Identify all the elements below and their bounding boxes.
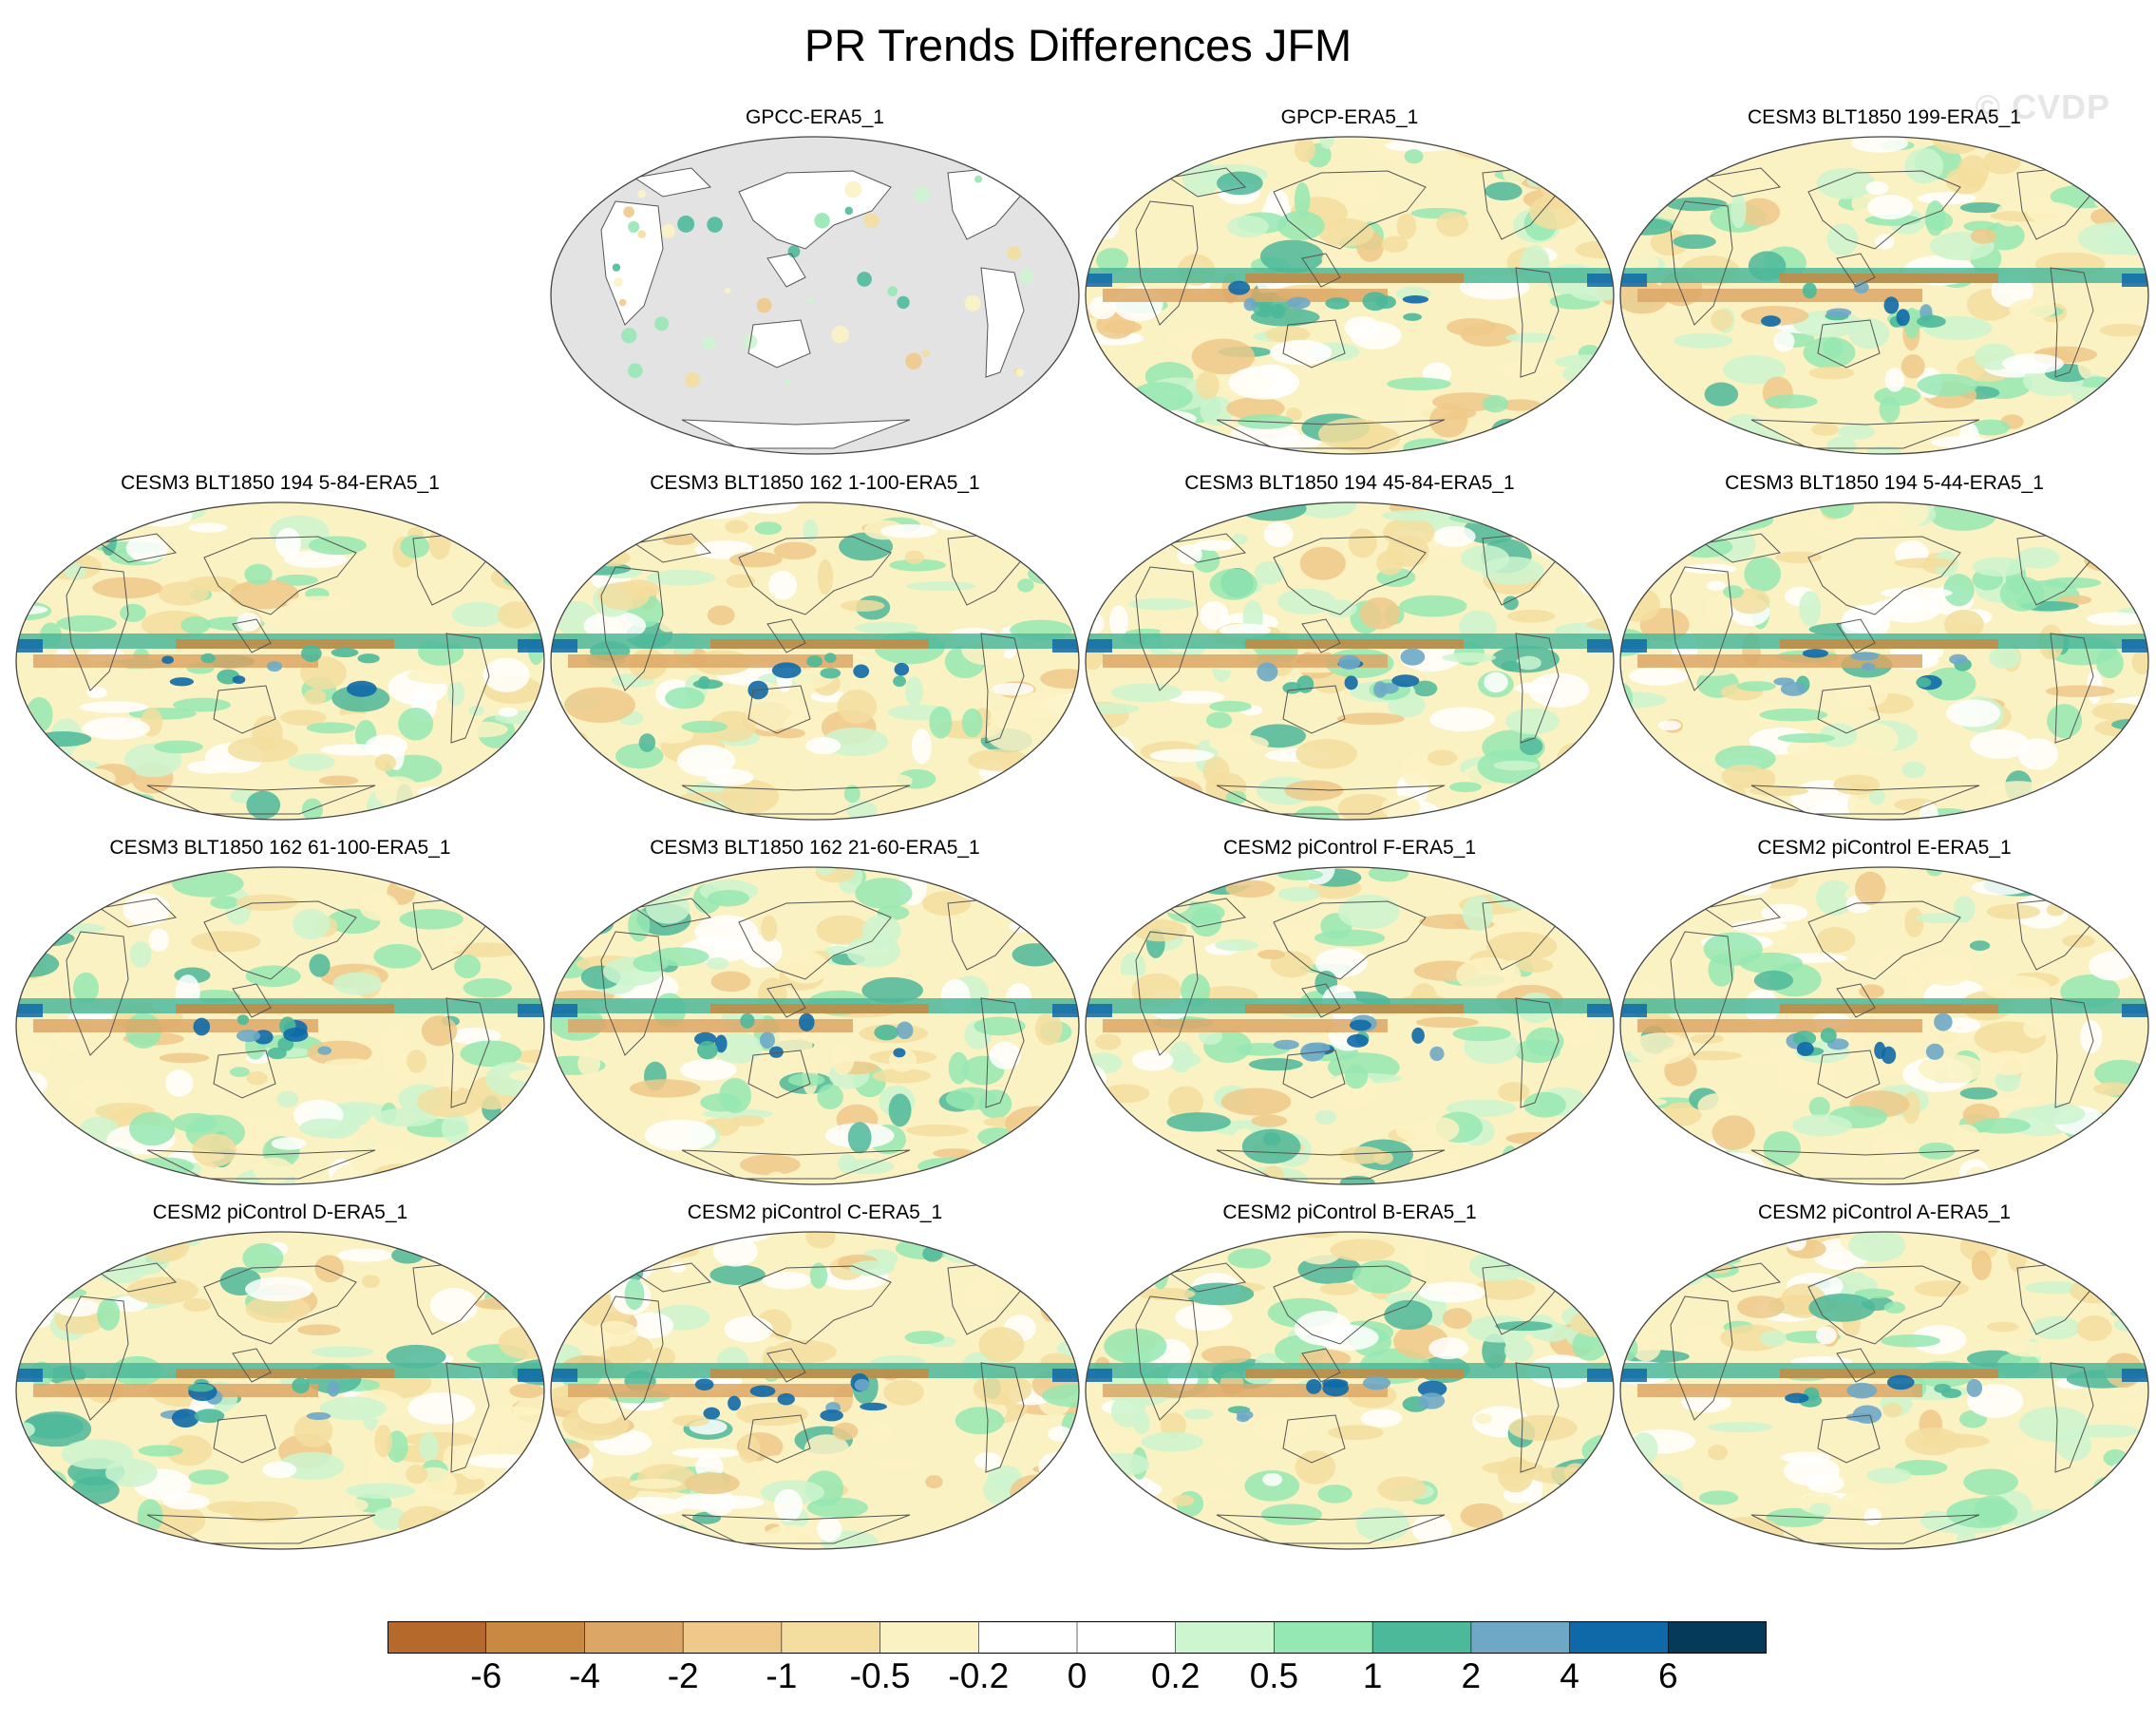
map-panel-title: CESM3 BLT1850 162 21-60-ERA5_1 (650, 837, 980, 859)
robinson-map (550, 1231, 1080, 1550)
colorbar-tick-label: -2 (667, 1656, 699, 1695)
robinson-map (1085, 501, 1615, 821)
robinson-map (550, 501, 1080, 821)
map-panel: CESM2 piControl C-ERA5_1 (549, 1201, 1081, 1551)
colorbar-tick-label: 0.2 (1150, 1656, 1201, 1695)
colorbar-swatch (388, 1621, 487, 1654)
map-panel-title: CESM2 piControl B-ERA5_1 (1222, 1201, 1477, 1223)
colorbar-swatch (485, 1621, 585, 1654)
map-panel: CESM2 piControl D-ERA5_1 (14, 1201, 546, 1551)
colorbar-tick-label: 1 (1362, 1656, 1383, 1695)
map-panel: CESM3 BLT1850 162 61-100-ERA5_1 (14, 837, 546, 1186)
robinson-map (1085, 136, 1615, 455)
map-panel: GPCP-ERA5_1 (1084, 106, 1616, 456)
map-panel-title: GPCP-ERA5_1 (1280, 106, 1419, 128)
colorbar-swatch (1274, 1621, 1373, 1654)
colorbar-swatch (683, 1621, 783, 1654)
map-panel-title: CESM3 BLT1850 194 5-84-ERA5_1 (121, 472, 440, 494)
map-panel-title: CESM3 BLT1850 194 45-84-ERA5_1 (1184, 472, 1515, 494)
page-title: PR Trends Differences JFM (804, 20, 1352, 70)
colorbar-swatch (879, 1621, 979, 1654)
map-panel-title: CESM2 piControl A-ERA5_1 (1757, 1201, 2012, 1223)
robinson-map (1619, 136, 2149, 455)
colorbar-tick-label: 0 (1067, 1656, 1087, 1695)
map-panel-title: CESM2 piControl E-ERA5_1 (1757, 837, 2012, 859)
map-panel-title: CESM2 piControl F-ERA5_1 (1222, 837, 1477, 859)
robinson-map (1619, 866, 2149, 1185)
colorbar-swatch (584, 1621, 684, 1654)
colorbar-tick-label: 2 (1461, 1656, 1482, 1695)
map-panel: CESM2 piControl A-ERA5_1 (1618, 1201, 2150, 1551)
map-panel: CESM3 BLT1850 194 5-44-ERA5_1 (1618, 472, 2150, 822)
map-panel: CESM3 BLT1850 162 21-60-ERA5_1 (549, 837, 1081, 1186)
colorbar-tick-label: -6 (470, 1656, 502, 1695)
map-panel-title: CESM3 BLT1850 162 61-100-ERA5_1 (109, 837, 451, 859)
colorbar (388, 1621, 1767, 1654)
map-panel: CESM2 piControl B-ERA5_1 (1084, 1201, 1616, 1551)
map-panel: CESM2 piControl E-ERA5_1 (1618, 837, 2150, 1186)
colorbar-swatch (1668, 1621, 1767, 1654)
colorbar-tick-label: 6 (1657, 1656, 1678, 1695)
map-panel: CESM3 BLT1850 194 5-84-ERA5_1 (14, 472, 546, 822)
map-panel-title: CESM3 BLT1850 199-ERA5_1 (1748, 106, 2021, 128)
robinson-map (550, 866, 1080, 1185)
colorbar-swatch (781, 1621, 881, 1654)
robinson-map (1085, 1231, 1615, 1550)
robinson-map (15, 1231, 545, 1550)
robinson-map (1619, 1231, 2149, 1550)
robinson-map (15, 501, 545, 821)
map-panel: GPCC-ERA5_1 (549, 106, 1081, 456)
colorbar-tick-label: -1 (766, 1656, 798, 1695)
map-panel: CESM2 piControl F-ERA5_1 (1084, 837, 1616, 1186)
colorbar-tick-label: -4 (568, 1656, 600, 1695)
robinson-map (1085, 866, 1615, 1185)
map-panel-title: CESM3 BLT1850 194 5-44-ERA5_1 (1725, 472, 2044, 494)
colorbar-swatch (1372, 1621, 1472, 1654)
map-panel: CESM3 BLT1850 194 45-84-ERA5_1 (1084, 472, 1616, 822)
colorbar-swatch (1470, 1621, 1571, 1654)
colorbar-tick-label: 0.5 (1249, 1656, 1299, 1695)
colorbar-swatch (1077, 1621, 1177, 1654)
robinson-map (550, 136, 1080, 455)
colorbar-labels: -6 -4 -2 -1 -0.5 -0.2 0 0.2 0.5 1 2 4 6 (388, 1656, 1767, 1699)
cvdp-watermark: © CVDP (1975, 87, 2110, 126)
map-panel-title: GPCC-ERA5_1 (746, 106, 884, 128)
map-panel: CESM3 BLT1850 162 1-100-ERA5_1 (549, 472, 1081, 822)
map-panel: CESM3 BLT1850 199-ERA5_1 (1618, 106, 2150, 456)
colorbar-tick-label: 4 (1560, 1656, 1579, 1695)
map-panel-title: CESM3 BLT1850 162 1-100-ERA5_1 (650, 472, 980, 494)
colorbar-swatch (1175, 1621, 1275, 1654)
map-panel-title: CESM2 piControl C-ERA5_1 (687, 1201, 943, 1223)
colorbar-tick-label: -0.2 (948, 1656, 1010, 1695)
colorbar-swatch (1569, 1621, 1669, 1654)
map-panel-title: CESM2 piControl D-ERA5_1 (152, 1201, 408, 1223)
robinson-map (1619, 501, 2149, 821)
colorbar-swatch (978, 1621, 1078, 1654)
robinson-map (15, 866, 545, 1185)
colorbar-tick-label: -0.5 (849, 1656, 911, 1695)
